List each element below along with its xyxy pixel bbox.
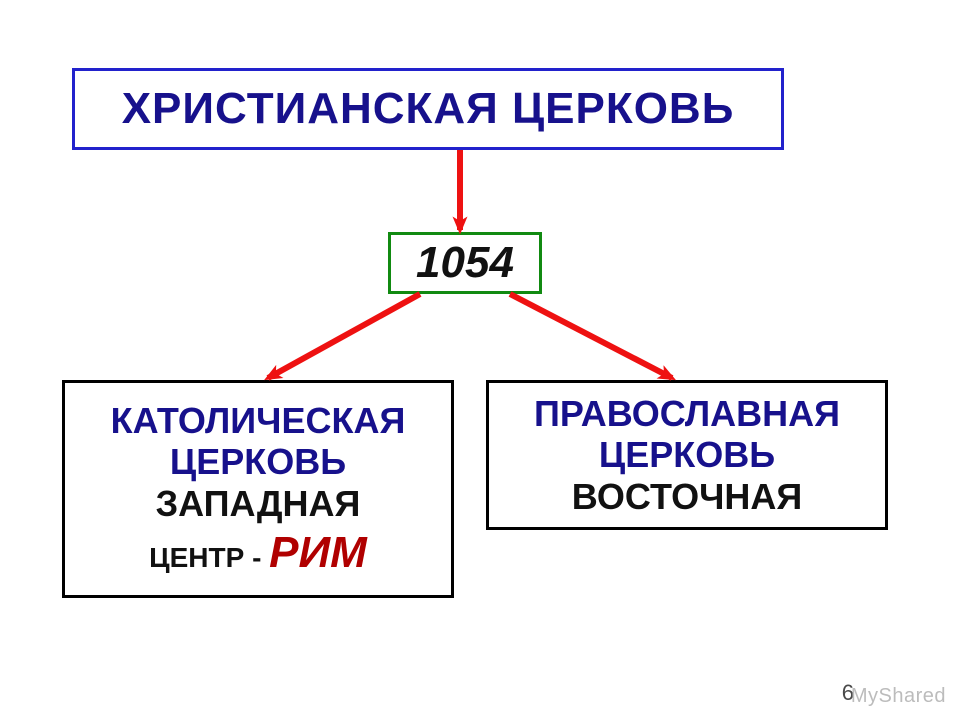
left-center-prefix: ЦЕНТР - xyxy=(149,542,269,573)
root-title-box: ХРИСТИАНСКАЯ ЦЕРКОВЬ xyxy=(72,68,784,150)
arrow xyxy=(510,294,672,378)
year-text: 1054 xyxy=(416,238,514,288)
right-line-1: ПРАВОСЛАВНАЯ xyxy=(534,393,840,434)
watermark: MyShared xyxy=(851,685,946,708)
year-box: 1054 xyxy=(388,232,542,294)
root-title-text: ХРИСТИАНСКАЯ ЦЕРКОВЬ xyxy=(122,84,735,134)
left-line-3: ЗАПАДНАЯ xyxy=(156,483,361,524)
right-line-3: ВОСТОЧНАЯ xyxy=(572,476,802,517)
left-center-line: ЦЕНТР - РИМ xyxy=(149,528,367,578)
right-line-2: ЦЕРКОВЬ xyxy=(599,434,775,475)
right-branch-box: ПРАВОСЛАВНАЯ ЦЕРКОВЬ ВОСТОЧНАЯ xyxy=(486,380,888,530)
left-line-1: КАТОЛИЧЕСКАЯ xyxy=(111,400,406,441)
left-center-emph: РИМ xyxy=(269,528,367,577)
left-line-2: ЦЕРКОВЬ xyxy=(170,441,346,482)
arrow xyxy=(268,294,420,378)
left-branch-box: КАТОЛИЧЕСКАЯ ЦЕРКОВЬ ЗАПАДНАЯ ЦЕНТР - РИ… xyxy=(62,380,454,598)
